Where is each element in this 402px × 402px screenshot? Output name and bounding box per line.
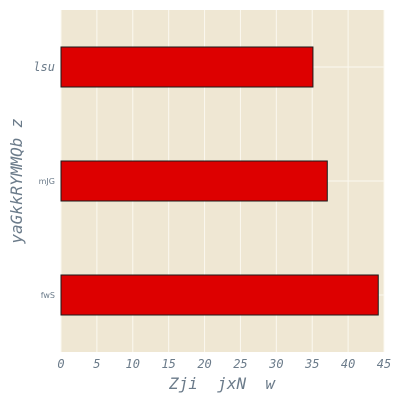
x-tick-label: 20	[197, 357, 211, 371]
bar-mJG	[60, 160, 328, 202]
y-axis-ticks: fwS mJG lsu	[33, 60, 55, 300]
x-axis-label: Zji jxN w	[168, 374, 276, 393]
x-tick-label: 0	[57, 357, 64, 371]
y-tick-label: lsu	[33, 60, 55, 74]
bars	[60, 46, 379, 316]
bar-fwS	[60, 274, 379, 316]
x-tick-label: 5	[93, 357, 100, 371]
x-tick-label: 40	[341, 357, 355, 371]
x-tick-label: 15	[161, 357, 175, 371]
bar-lsu	[60, 46, 314, 88]
y-axis-label: yaGkkRYMMQb z	[7, 118, 26, 244]
x-tick-label: 30	[268, 357, 283, 371]
x-tick-label: 25	[233, 357, 247, 371]
x-tick-label: 45	[377, 357, 391, 371]
y-tick-label: fwS	[41, 291, 55, 300]
x-axis-ticks: 0 5 10 15 20 25 30 35 40 45	[57, 357, 391, 371]
y-tick-label: mJG	[39, 177, 55, 186]
x-tick-label: 10	[126, 357, 140, 371]
x-tick-label: 35	[304, 357, 319, 371]
